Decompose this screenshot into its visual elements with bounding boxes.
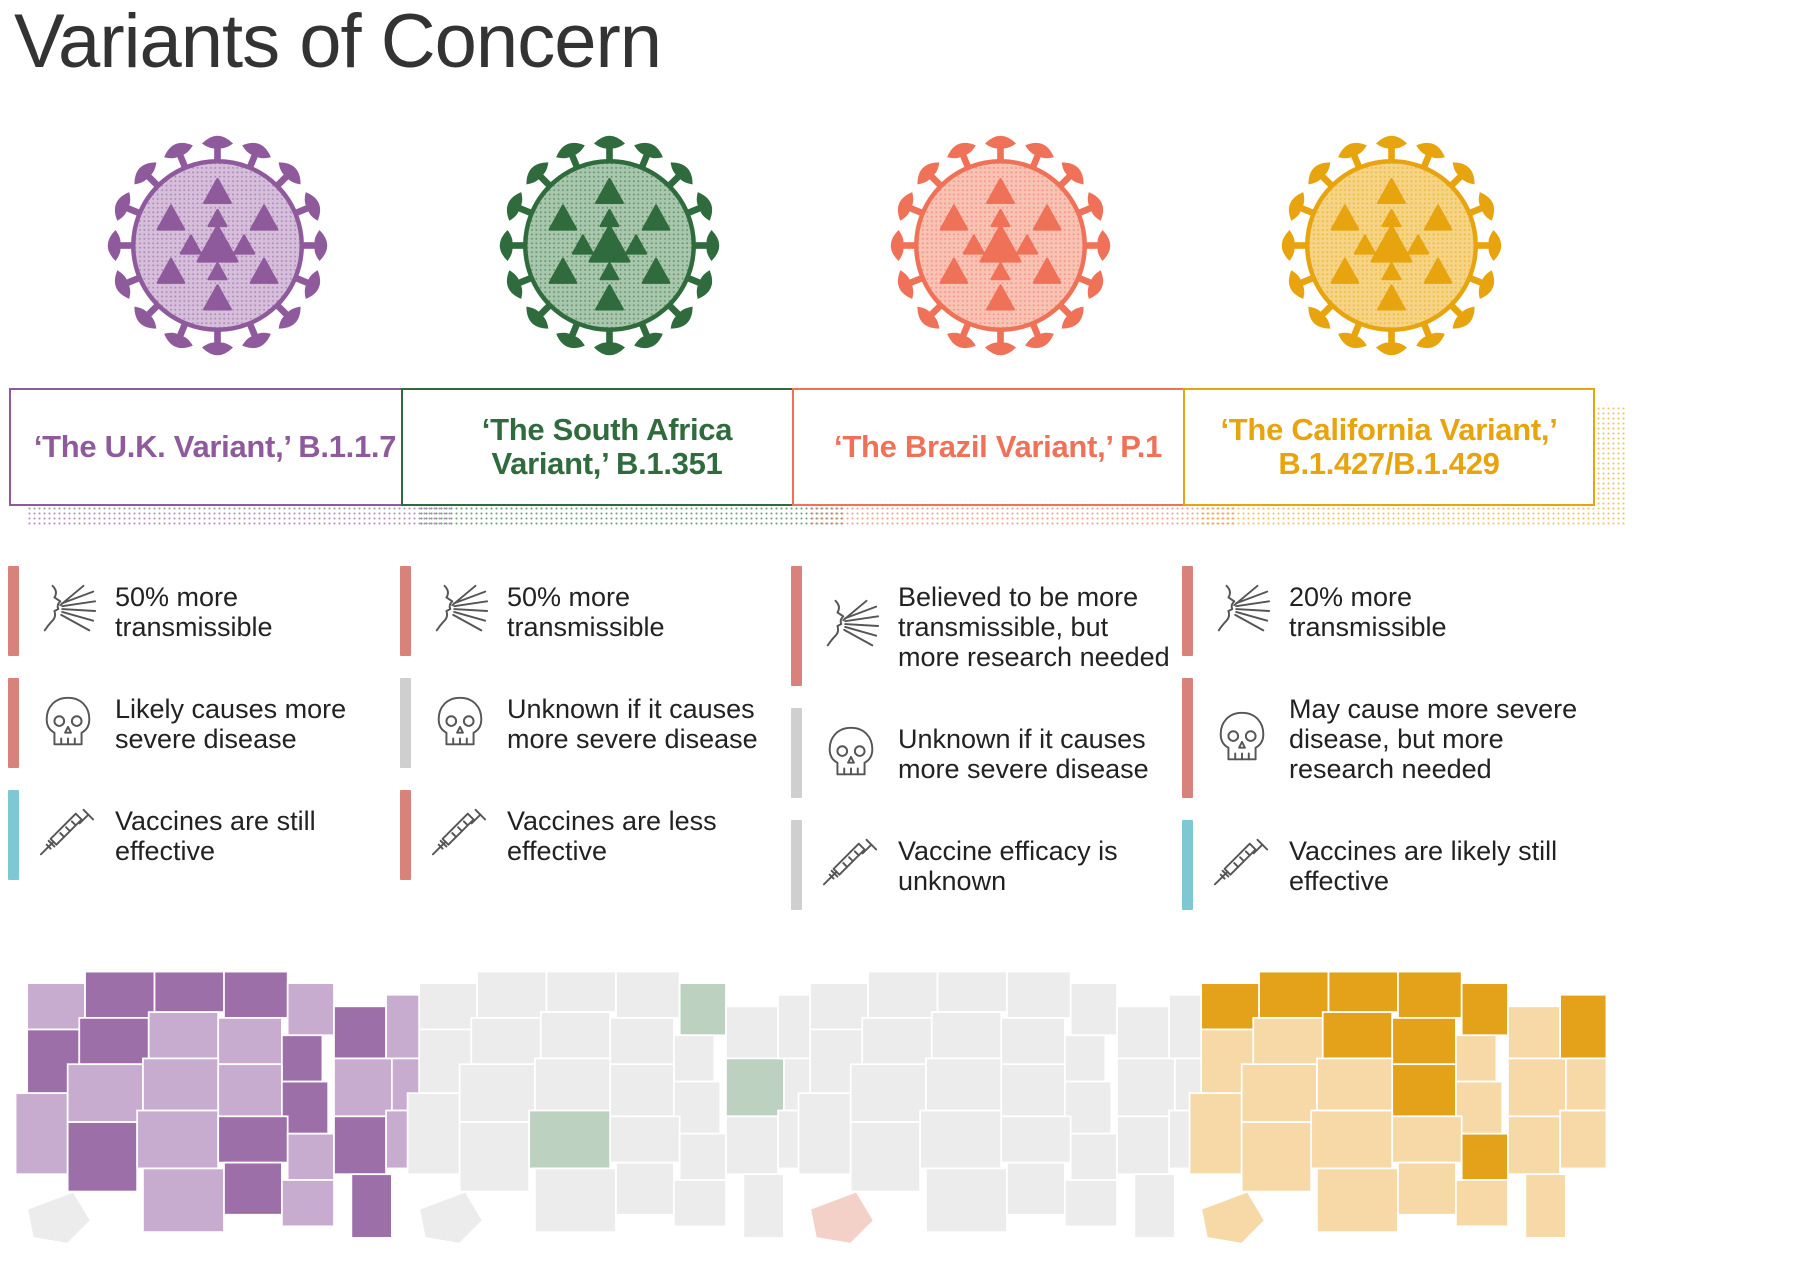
variant-label-card: ‘The South Africa Variant,’ B.1.351 xyxy=(401,388,843,528)
variant-column: ‘The Brazil Variant,’ P.1 Believed to be… xyxy=(783,0,1235,1260)
trait-item: Believed to be more transmissible, but m… xyxy=(791,566,1231,686)
trait-status-bar xyxy=(1182,820,1193,910)
us-map xyxy=(396,960,836,1245)
virus-icon xyxy=(883,128,1118,363)
trait-item: Unknown if it causes more severe disease xyxy=(791,708,1231,798)
trait-status-bar xyxy=(8,790,19,880)
trait-status-bar xyxy=(1182,566,1193,656)
trait-list: Believed to be more transmissible, but m… xyxy=(791,566,1231,932)
trait-status-bar xyxy=(791,708,802,798)
variant-label-card: ‘The U.K. Variant,’ B.1.1.7 xyxy=(9,388,451,528)
trait-text: Vaccines are still effective xyxy=(115,806,316,866)
trait-status-bar xyxy=(791,820,802,910)
trait-item: Likely causes more severe disease xyxy=(8,678,448,768)
variant-label: ‘The U.K. Variant,’ B.1.1.7 xyxy=(33,429,397,464)
us-map xyxy=(4,960,444,1245)
transmission-icon xyxy=(425,566,495,656)
skull-icon xyxy=(33,678,103,768)
trait-status-bar xyxy=(400,678,411,768)
variant-label-card: ‘The California Variant,’ B.1.427/B.1.42… xyxy=(1183,388,1625,528)
trait-status-bar xyxy=(400,790,411,880)
trait-item: 50% more transmissible xyxy=(8,566,448,656)
virus-icon xyxy=(100,128,335,363)
variant-column: ‘The South Africa Variant,’ B.1.351 50% … xyxy=(392,0,844,1260)
syringe-icon xyxy=(33,790,103,880)
trait-item: 20% more transmissible xyxy=(1182,566,1622,656)
trait-text: Likely causes more severe disease xyxy=(115,694,347,754)
us-map xyxy=(1178,960,1618,1245)
trait-text: Vaccines are likely still effective xyxy=(1289,836,1558,896)
trait-status-bar xyxy=(8,678,19,768)
variant-label-card: ‘The Brazil Variant,’ P.1 xyxy=(792,388,1234,528)
skull-icon xyxy=(1207,678,1277,798)
trait-list: 50% more transmissible Unknown if it cau… xyxy=(400,566,840,902)
trait-item: Vaccines are likely still effective xyxy=(1182,820,1622,910)
syringe-icon xyxy=(425,790,495,880)
trait-text: Unknown if it causes more severe disease xyxy=(507,694,758,754)
variant-column: ‘The California Variant,’ B.1.427/B.1.42… xyxy=(1174,0,1626,1260)
trait-status-bar xyxy=(8,566,19,656)
trait-item: Vaccines are still effective xyxy=(8,790,448,880)
trait-item: Unknown if it causes more severe disease xyxy=(400,678,840,768)
trait-text: Unknown if it causes more severe disease xyxy=(898,724,1149,784)
transmission-icon xyxy=(1207,566,1277,656)
trait-status-bar xyxy=(791,566,802,686)
variant-column: ‘The U.K. Variant,’ B.1.1.7 50% more tra… xyxy=(0,0,452,1260)
trait-item: Vaccines are less effective xyxy=(400,790,840,880)
trait-text: May cause more severe disease, but more … xyxy=(1289,694,1578,784)
trait-text: 50% more transmissible xyxy=(507,582,665,642)
variant-label: ‘The Brazil Variant,’ P.1 xyxy=(834,429,1162,464)
trait-text: 50% more transmissible xyxy=(115,582,273,642)
skull-icon xyxy=(425,678,495,768)
trait-list: 50% more transmissible Likely causes mor… xyxy=(8,566,448,902)
syringe-icon xyxy=(1207,820,1277,910)
us-map xyxy=(787,960,1227,1245)
variant-label-box: ‘The Brazil Variant,’ P.1 xyxy=(792,388,1204,506)
skull-icon xyxy=(816,708,886,798)
trait-text: Vaccine efficacy is unknown xyxy=(898,836,1118,896)
variant-label-box: ‘The U.K. Variant,’ B.1.1.7 xyxy=(9,388,421,506)
virus-icon xyxy=(492,128,727,363)
transmission-icon xyxy=(816,566,886,686)
page-title: Variants of Concern xyxy=(14,0,662,84)
trait-status-bar xyxy=(1182,678,1193,798)
trait-item: May cause more severe disease, but more … xyxy=(1182,678,1622,798)
trait-list: 20% more transmissible May cause more se… xyxy=(1182,566,1622,932)
trait-text: Believed to be more transmissible, but m… xyxy=(898,582,1170,672)
variant-label: ‘The California Variant,’ B.1.427/B.1.42… xyxy=(1220,412,1558,481)
trait-status-bar xyxy=(400,566,411,656)
variant-label: ‘The South Africa Variant,’ B.1.351 xyxy=(481,412,733,481)
variant-label-box: ‘The South Africa Variant,’ B.1.351 xyxy=(401,388,813,506)
trait-text: 20% more transmissible xyxy=(1289,582,1447,642)
trait-text: Vaccines are less effective xyxy=(507,806,717,866)
trait-item: Vaccine efficacy is unknown xyxy=(791,820,1231,910)
virus-icon xyxy=(1274,128,1509,363)
variant-label-box: ‘The California Variant,’ B.1.427/B.1.42… xyxy=(1183,388,1595,506)
trait-item: 50% more transmissible xyxy=(400,566,840,656)
syringe-icon xyxy=(816,820,886,910)
transmission-icon xyxy=(33,566,103,656)
